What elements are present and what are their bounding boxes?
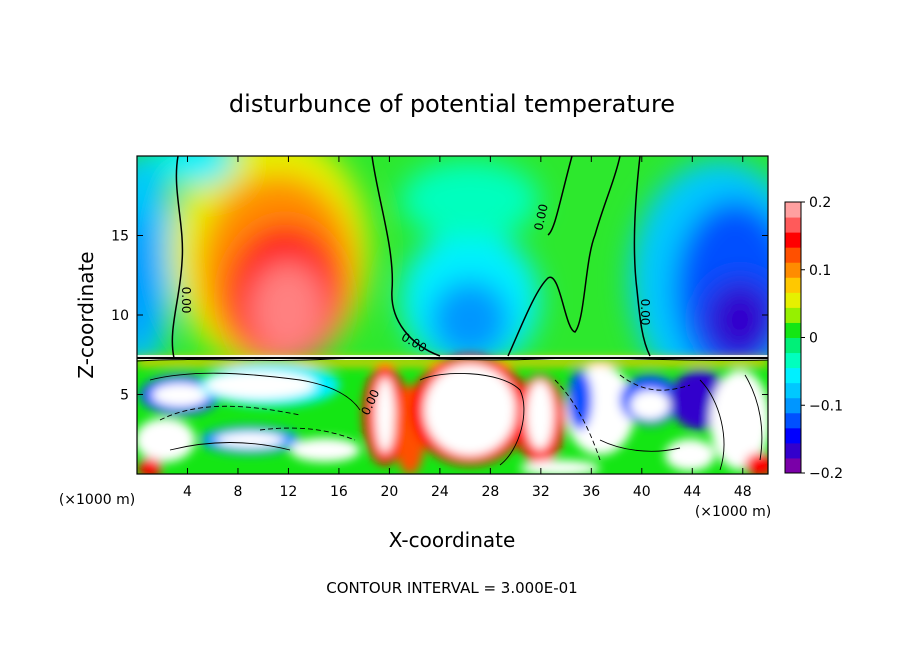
contour-label-left: 0.00 xyxy=(179,287,193,314)
colorbar-tick-label: −0.2 xyxy=(809,466,843,482)
colorbar-segment xyxy=(785,442,801,459)
colorbar-segment xyxy=(785,277,801,293)
colorbar-segment xyxy=(785,397,801,414)
x-tick-label: 44 xyxy=(683,484,701,500)
cold-center-inner xyxy=(430,280,510,360)
colorbar-segment xyxy=(785,382,801,399)
contour-interval: CONTOUR INTERVAL = 3.000E-01 xyxy=(326,579,577,597)
x-tick-label: 4 xyxy=(183,484,192,500)
cold-top-left xyxy=(155,156,235,185)
colorbar-segment xyxy=(785,292,801,308)
contour-label-upper: 0.00 xyxy=(531,203,550,232)
x-axis: 4 8 12 16 20 24 28 32 36 40 44 48 xyxy=(183,156,752,500)
y-tick-label: 5 xyxy=(120,388,129,404)
lower-contours xyxy=(149,372,763,471)
x-tick-label: 8 xyxy=(233,484,242,500)
x-tick-label: 48 xyxy=(734,484,752,500)
x-tick-label: 40 xyxy=(633,484,651,500)
mid-upper-cyan xyxy=(400,160,540,240)
colorbar-tick-label: −0.1 xyxy=(809,398,843,414)
x-tick-label: 32 xyxy=(532,484,550,500)
colorbar-segment xyxy=(785,352,801,369)
colorbar-segment xyxy=(785,262,801,278)
contour-label-right: 0.00 xyxy=(638,299,652,326)
colorbar-tick-label: 0 xyxy=(809,331,818,347)
colorbar-tick-label: 0.2 xyxy=(809,195,831,211)
colorbar-segment xyxy=(785,367,801,384)
y-tick-label: 10 xyxy=(111,308,129,324)
zero-contour-center-left xyxy=(371,156,441,357)
x-tick-label: 12 xyxy=(280,484,298,500)
colorbar-segment xyxy=(785,202,801,218)
x-tick-label: 24 xyxy=(431,484,449,500)
colorbar-segment xyxy=(785,322,801,338)
colorbar-segment xyxy=(785,427,801,444)
upper-field-blobs xyxy=(137,156,768,400)
colorbar: 0.2 0.1 0 −0.1 −0.2 xyxy=(784,195,843,482)
x-tick-label: 28 xyxy=(481,484,499,500)
x-tick-label: 16 xyxy=(330,484,348,500)
cold-right-inner xyxy=(705,280,768,360)
colorbar-segment xyxy=(785,217,801,233)
chart-title: disturbunce of potential temperature xyxy=(229,90,675,118)
colorbar-segment xyxy=(785,412,801,429)
warm-plume-core xyxy=(250,262,326,358)
zero-contour-left xyxy=(171,156,184,359)
colorbar-segment xyxy=(785,232,801,248)
colorbar-segment xyxy=(785,247,801,263)
colorbar-segment xyxy=(785,337,801,354)
x-tick-label: 20 xyxy=(380,484,398,500)
zero-contour-upper xyxy=(547,156,573,236)
z-unit-label: (×1000 m) xyxy=(59,492,135,508)
heatmap-field: 0.00 0.00 0.00 0.00 0.00 xyxy=(137,156,768,474)
colorbar-segment xyxy=(785,457,801,474)
y-axis-label: Z-coordinate xyxy=(74,251,98,378)
x-axis-label: X-coordinate xyxy=(389,528,516,552)
x-unit-label: (×1000 m) xyxy=(695,504,771,520)
colorbar-tick-label: 0.1 xyxy=(809,263,831,279)
x-tick-label: 36 xyxy=(582,484,600,500)
y-tick-label: 15 xyxy=(111,229,129,245)
y-axis: 5 10 15 xyxy=(111,229,768,404)
zero-contour-center-right xyxy=(507,156,621,357)
colorbar-segment xyxy=(785,307,801,323)
zero-contour-right xyxy=(633,156,651,357)
